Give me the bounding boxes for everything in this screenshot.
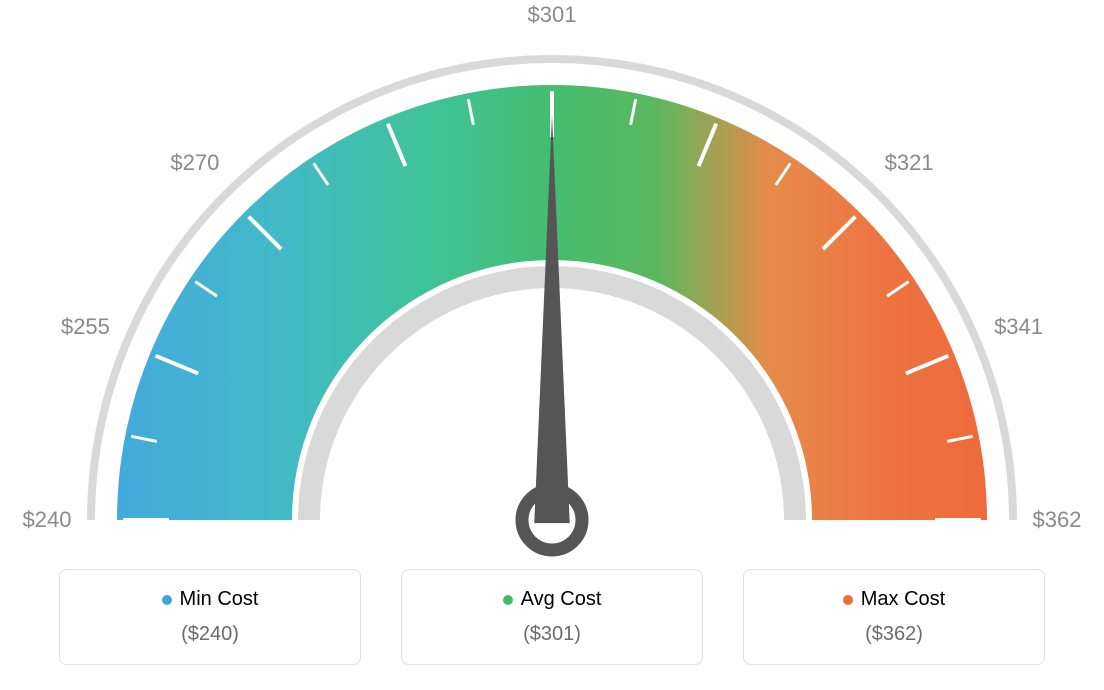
legend-avg-value: ($301) xyxy=(402,623,702,646)
cost-gauge-chart: $240 $255 $270 $301 $321 $341 $362 Min Cost ($… xyxy=(0,0,1104,690)
legend-avg-cost: Avg Cost ($301) xyxy=(401,569,703,665)
tick-label: $341 xyxy=(994,314,1043,340)
legend-dot-max xyxy=(843,595,853,605)
legend-avg-title: Avg Cost xyxy=(503,588,602,611)
legend-max-cost: Max Cost ($362) xyxy=(743,569,1045,665)
tick-label: $362 xyxy=(1033,507,1082,533)
gauge-svg xyxy=(0,0,1104,560)
legend-max-title: Max Cost xyxy=(843,588,945,611)
legend-avg-label: Avg Cost xyxy=(521,588,602,611)
legend-row: Min Cost ($240) Avg Cost ($301) Max Cost… xyxy=(0,569,1104,665)
legend-max-label: Max Cost xyxy=(861,588,945,611)
legend-dot-min xyxy=(162,595,172,605)
legend-min-title: Min Cost xyxy=(162,588,259,611)
gauge-area: $240 $255 $270 $301 $321 $341 $362 xyxy=(0,0,1104,560)
legend-max-value: ($362) xyxy=(744,623,1044,646)
legend-min-label: Min Cost xyxy=(180,588,259,611)
tick-label: $270 xyxy=(170,150,219,176)
tick-label: $240 xyxy=(23,507,72,533)
legend-min-cost: Min Cost ($240) xyxy=(59,569,361,665)
legend-min-value: ($240) xyxy=(60,623,360,646)
legend-dot-avg xyxy=(503,595,513,605)
tick-label: $255 xyxy=(61,314,110,340)
tick-label: $301 xyxy=(528,2,577,28)
tick-label: $321 xyxy=(885,150,934,176)
